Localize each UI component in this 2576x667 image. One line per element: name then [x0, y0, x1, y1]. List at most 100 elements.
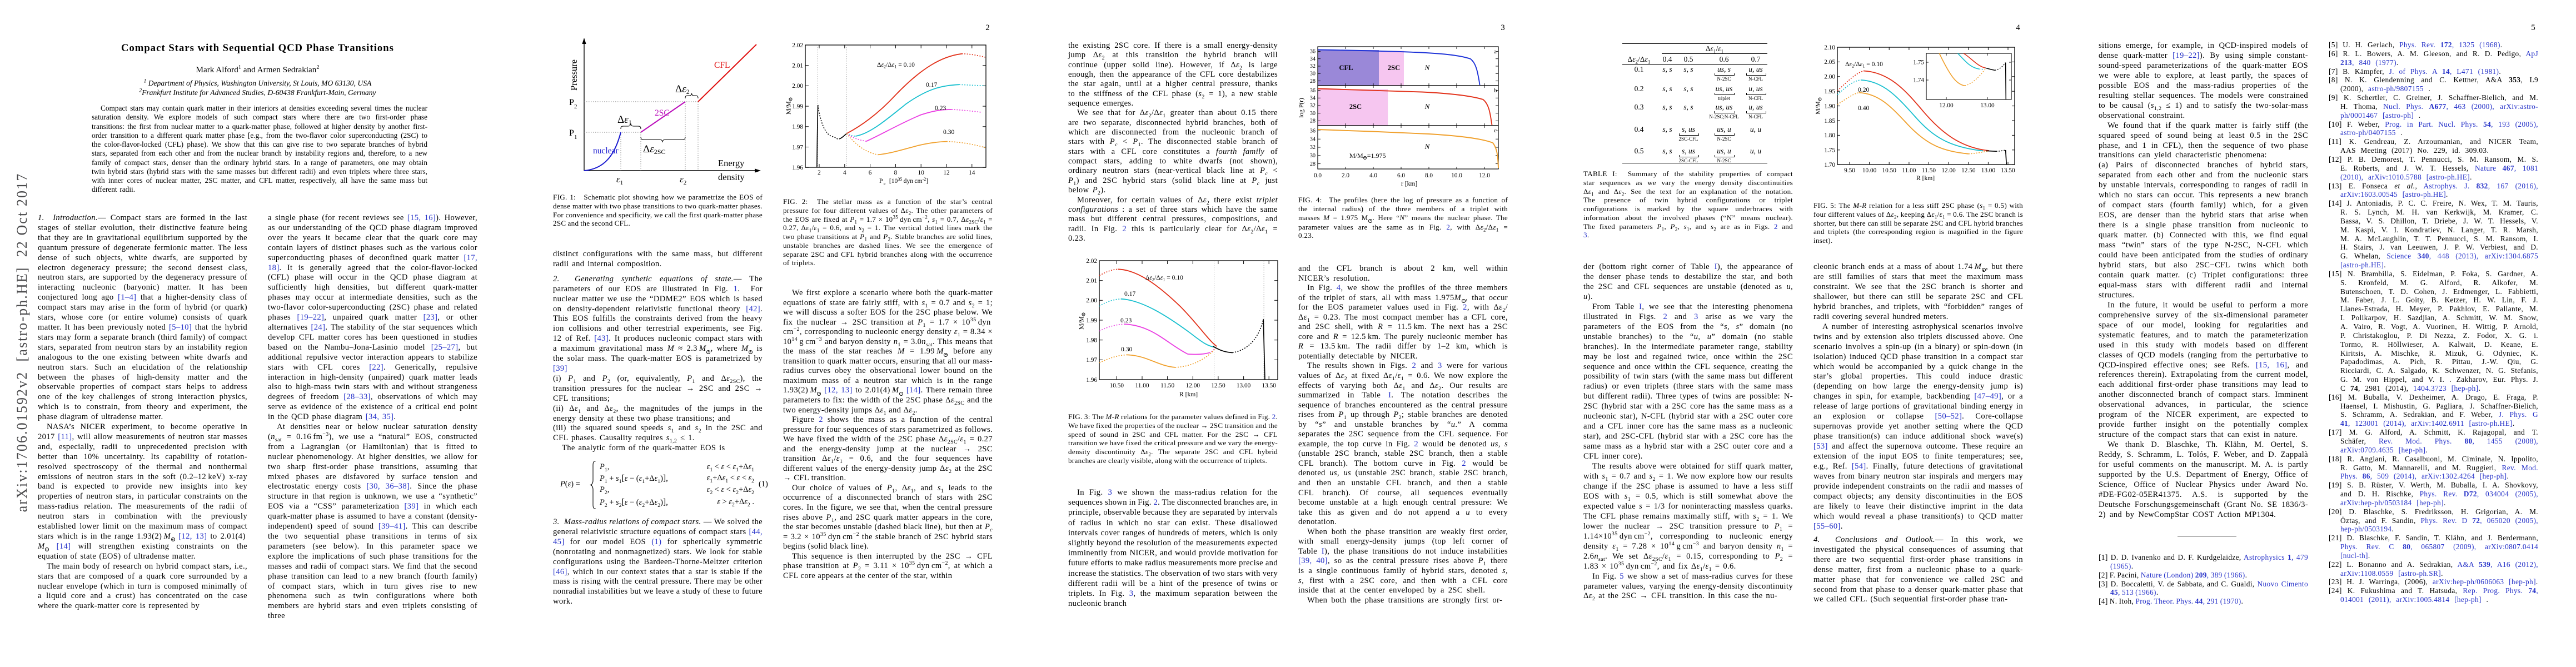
svg-text:Δε2: Δε2 — [675, 83, 690, 96]
svg-text:Δε2/Δε1 = 0.10: Δε2/Δε1 = 0.10 — [1845, 61, 1883, 69]
svg-text:CFL: CFL — [1339, 64, 1353, 72]
svg-text:1.80: 1.80 — [1824, 132, 1835, 139]
svg-text:Δε2/Δε1 = 0.10: Δε2/Δε1 = 0.10 — [1145, 274, 1183, 282]
svg-text:14: 14 — [969, 170, 975, 176]
svg-text:8: 8 — [894, 170, 898, 176]
svg-text:36: 36 — [1310, 49, 1316, 55]
svg-text:0.23: 0.23 — [1120, 317, 1132, 324]
svg-text:10.00: 10.00 — [1862, 167, 1877, 174]
svg-text:nuclear: nuclear — [593, 146, 619, 156]
svg-text:ε1: ε1 — [616, 174, 623, 186]
svg-text:1.97: 1.97 — [1086, 357, 1097, 364]
svg-text:8.0: 8.0 — [1425, 172, 1433, 179]
svg-text:P: P — [879, 177, 883, 185]
svg-text:13.50: 13.50 — [2001, 167, 2015, 174]
svg-text:c: c — [1494, 127, 1497, 134]
svg-text:2.0: 2.0 — [1342, 172, 1349, 179]
svg-text:1.75: 1.75 — [1824, 147, 1835, 154]
svg-text:1.70: 1.70 — [1824, 162, 1835, 168]
svg-text:a: a — [1494, 48, 1497, 55]
svg-text:1.95: 1.95 — [1824, 88, 1835, 95]
svg-text:1.99: 1.99 — [1086, 317, 1097, 324]
svg-text:2.02: 2.02 — [792, 42, 803, 49]
svg-text:6: 6 — [869, 170, 872, 176]
svg-text:P: P — [569, 128, 574, 138]
svg-text:P: P — [569, 98, 574, 107]
svg-text:0.17: 0.17 — [1124, 290, 1135, 297]
svg-text:0.30: 0.30 — [1121, 346, 1132, 353]
svg-text:Δε2/Δε1 = 0.10: Δε2/Δε1 = 0.10 — [877, 61, 915, 69]
svg-text:2: 2 — [574, 103, 577, 110]
svg-text:2.01: 2.01 — [1086, 278, 1097, 285]
svg-text:10: 10 — [918, 170, 925, 176]
svg-text:R [km]: R [km] — [1916, 175, 1935, 182]
svg-text:N: N — [1424, 102, 1431, 111]
svg-text:28: 28 — [1310, 118, 1316, 125]
svg-text:30: 30 — [1310, 111, 1316, 117]
svg-text:6.0: 6.0 — [1397, 172, 1405, 179]
svg-text:log P(r): log P(r) — [1298, 98, 1305, 118]
svg-text:0.17: 0.17 — [926, 81, 937, 88]
svg-text:1.98: 1.98 — [1086, 337, 1097, 344]
svg-text:28: 28 — [1310, 78, 1316, 84]
svg-text:0.23: 0.23 — [935, 104, 946, 112]
svg-text:r [km]: r [km] — [1401, 180, 1417, 187]
svg-text:1.96: 1.96 — [1086, 377, 1097, 384]
svg-text:Energy: Energy — [718, 158, 745, 168]
svg-text:12.50: 12.50 — [1211, 382, 1225, 389]
svg-text:13.00: 13.00 — [1981, 167, 1996, 174]
svg-text:13.50: 13.50 — [1262, 382, 1276, 389]
svg-text:34: 34 — [1310, 96, 1316, 102]
svg-text:2SC: 2SC — [655, 108, 670, 118]
svg-text:N: N — [1424, 142, 1431, 151]
svg-text:1.90: 1.90 — [1824, 103, 1835, 109]
svg-text:12.00: 12.00 — [1941, 167, 1956, 174]
svg-text:11.00: 11.00 — [1135, 382, 1149, 389]
svg-text:10.50: 10.50 — [1882, 167, 1896, 174]
svg-text:0.0: 0.0 — [1314, 172, 1322, 179]
svg-text:1.74: 1.74 — [1913, 77, 1924, 84]
svg-text:12.00: 12.00 — [1939, 102, 1954, 109]
svg-text:2.00: 2.00 — [792, 83, 803, 89]
svg-text:4.0: 4.0 — [1369, 172, 1377, 179]
svg-text:28: 28 — [1310, 161, 1316, 167]
svg-text:12.00: 12.00 — [1186, 382, 1200, 389]
svg-text:R [km]: R [km] — [1179, 391, 1198, 398]
svg-text:N: N — [1424, 63, 1431, 72]
svg-text:0.40: 0.40 — [1858, 104, 1869, 112]
svg-text:32: 32 — [1310, 103, 1316, 109]
svg-text:32: 32 — [1310, 145, 1316, 151]
svg-text:10.0: 10.0 — [1451, 172, 1462, 179]
svg-text:12.0: 12.0 — [1479, 172, 1490, 179]
svg-text:13.00: 13.00 — [1980, 102, 1995, 109]
svg-text:34: 34 — [1310, 56, 1316, 62]
svg-text:2.10: 2.10 — [1824, 44, 1835, 51]
svg-text:32: 32 — [1310, 63, 1316, 69]
svg-text:2.00: 2.00 — [1824, 74, 1835, 81]
svg-text:2.00: 2.00 — [1086, 297, 1097, 304]
svg-text:c: c — [884, 181, 886, 186]
svg-text:30: 30 — [1310, 153, 1316, 159]
svg-text:density: density — [718, 172, 745, 182]
svg-text:13.00: 13.00 — [1237, 382, 1251, 389]
svg-text:30: 30 — [1310, 71, 1316, 77]
svg-text:1.98: 1.98 — [792, 124, 803, 131]
svg-text:11.00: 11.00 — [1902, 167, 1916, 174]
svg-text:0.20: 0.20 — [1858, 86, 1869, 93]
svg-text:Δε1: Δε1 — [617, 114, 632, 126]
svg-text:1.85: 1.85 — [1824, 118, 1835, 125]
svg-text:1.99: 1.99 — [792, 103, 803, 110]
svg-text:0.30: 0.30 — [943, 128, 954, 136]
svg-text:2SC: 2SC — [1349, 103, 1362, 111]
svg-text:2.01: 2.01 — [792, 63, 803, 69]
svg-text:9.50: 9.50 — [1844, 167, 1855, 174]
svg-text:1.97: 1.97 — [792, 144, 803, 151]
svg-text:Δε2SC: Δε2SC — [643, 143, 665, 156]
svg-text:[1035 dyn cm-2]: [1035 dyn cm-2] — [888, 177, 928, 185]
svg-text:36: 36 — [1310, 88, 1316, 94]
svg-text:4: 4 — [843, 170, 846, 176]
svg-text:12: 12 — [943, 170, 950, 176]
svg-text:11.50: 11.50 — [1922, 167, 1936, 174]
svg-text:1.96: 1.96 — [792, 165, 803, 171]
svg-text:34: 34 — [1310, 136, 1316, 142]
